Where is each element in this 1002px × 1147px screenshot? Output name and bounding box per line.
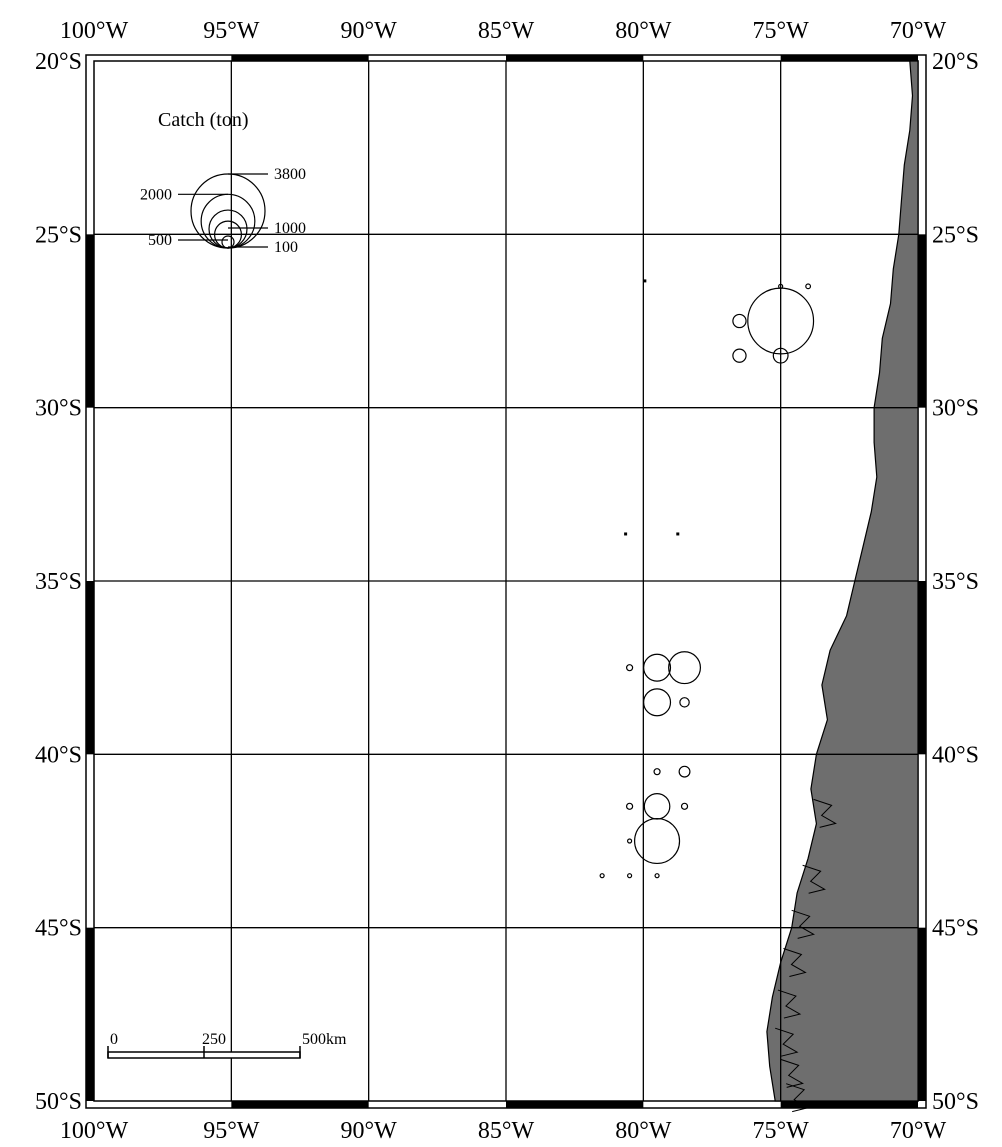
frame-tick-right	[918, 581, 926, 755]
scale-label: 250	[202, 1031, 226, 1048]
lat-label-right: 20°S	[932, 49, 979, 75]
frame-tick-left	[86, 234, 94, 408]
lon-label-bottom: 85°W	[478, 1118, 535, 1144]
island	[676, 532, 680, 536]
lon-label-bottom: 95°W	[203, 1118, 260, 1144]
lon-label-top: 80°W	[615, 18, 672, 44]
lon-label-bottom: 75°W	[753, 1118, 810, 1144]
frame-tick-left	[86, 581, 94, 755]
fjord-coast	[802, 864, 826, 894]
catch-circle	[625, 802, 634, 810]
lon-label-top: 75°W	[753, 18, 810, 44]
lat-label-left: 50°S	[35, 1089, 82, 1115]
lat-label-left: 20°S	[35, 49, 82, 75]
catch-circle	[668, 651, 702, 685]
legend-label: 100	[274, 239, 298, 256]
lat-label-right: 40°S	[932, 742, 979, 768]
land-layer	[624, 60, 919, 1113]
frame-tick-bottom	[231, 1101, 369, 1108]
fjord-coast	[791, 909, 815, 939]
lon-label-top: 85°W	[478, 18, 535, 44]
lon-label-top: 70°W	[890, 18, 947, 44]
scale-label: 0	[110, 1031, 118, 1048]
legend-circle	[221, 235, 235, 249]
catch-circle	[654, 873, 660, 879]
lat-label-right: 30°S	[932, 396, 979, 422]
graticule	[94, 61, 918, 1101]
lat-label-right: 50°S	[932, 1089, 979, 1115]
catch-circle	[626, 838, 633, 844]
legend-title: Catch (ton)	[158, 109, 249, 131]
fjord-coast	[775, 1027, 799, 1057]
catch-circle	[805, 283, 812, 290]
frame-tick-bottom	[780, 1101, 918, 1108]
island	[624, 532, 628, 536]
lat-label-right: 35°S	[932, 569, 979, 595]
catch-circle	[625, 664, 634, 672]
lon-label-bottom: 100°W	[60, 1118, 129, 1144]
catch-circle	[626, 873, 633, 879]
catch-circle	[772, 347, 789, 364]
frame-tick-right	[918, 927, 926, 1101]
lat-label-left: 30°S	[35, 396, 82, 422]
frame-tick-top	[506, 55, 644, 61]
catch-circles	[599, 283, 815, 879]
catch-circle	[778, 283, 784, 289]
lat-label-right: 25°S	[932, 222, 979, 248]
fjord-coast	[777, 989, 802, 1019]
lat-label-left: 40°S	[35, 742, 82, 768]
legend-label: 2000	[140, 186, 172, 203]
legend-label: 1000	[274, 220, 306, 237]
frame-tick-top	[231, 55, 369, 61]
lon-label-top: 100°W	[60, 18, 129, 44]
catch-circle	[643, 653, 672, 682]
lon-label-bottom: 80°W	[615, 1118, 672, 1144]
island	[643, 279, 647, 283]
land-mass	[766, 60, 919, 1102]
catch-circle	[634, 817, 681, 865]
lon-label-top: 95°W	[203, 18, 260, 44]
scale-label: 500km	[302, 1031, 347, 1048]
fjord-coast	[780, 1058, 804, 1088]
catch-circle	[643, 688, 672, 717]
catch-legend: Catch (ton) 3800 2000 1000 500 100	[140, 109, 306, 256]
lat-label-left: 35°S	[35, 569, 82, 595]
fjord-coast	[786, 1083, 810, 1113]
legend-label: 3800	[274, 166, 306, 183]
legend-label: 500	[148, 232, 172, 249]
frame-tick-left	[86, 927, 94, 1101]
lat-label-right: 45°S	[932, 916, 979, 942]
catch-circle	[732, 348, 747, 363]
catch-circle	[599, 873, 605, 879]
fjord-coast	[783, 947, 807, 977]
scale-bar: 0 250 500km	[107, 1031, 347, 1059]
fjord-coast	[813, 798, 837, 828]
frame-tick-bottom	[506, 1101, 644, 1108]
lon-label-top: 90°W	[341, 18, 398, 44]
lon-label-bottom: 90°W	[341, 1118, 398, 1144]
catch-circle	[653, 768, 661, 776]
lat-label-left: 25°S	[35, 222, 82, 248]
catch-circle	[679, 697, 690, 708]
lon-label-bottom: 70°W	[890, 1118, 947, 1144]
catch-circle	[678, 765, 691, 778]
catch-circle	[732, 313, 747, 329]
frame-tick-right	[918, 234, 926, 408]
frame-tick-top	[780, 55, 918, 61]
axis-labels: 100°W 100°W 95°W 95°W 90°W 90°W 85°W 85°W 80°W 80…	[35, 18, 979, 1144]
lat-label-left: 45°S	[35, 916, 82, 942]
catch-circle	[680, 802, 689, 810]
